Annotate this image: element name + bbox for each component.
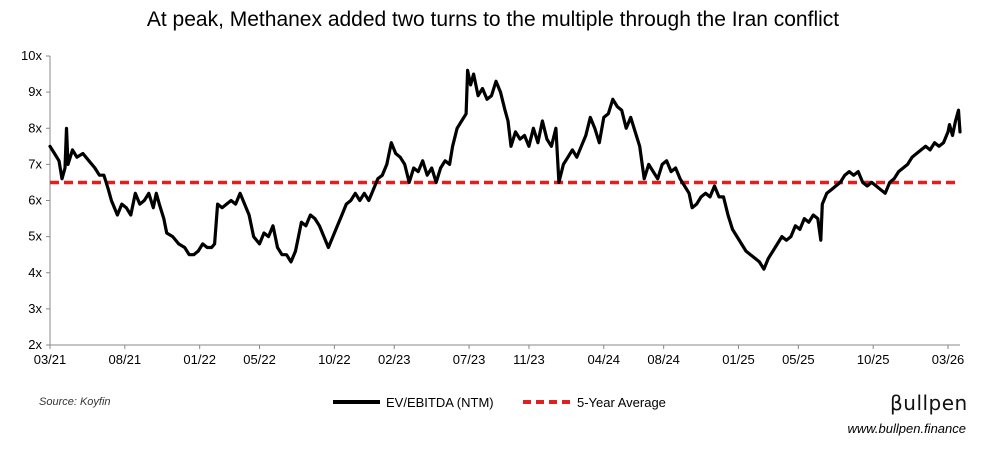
x-tick-label: 01/25 xyxy=(722,352,755,367)
y-axis: 2x 3x 4x 5x 6x 7x 8x 9x 10x xyxy=(21,48,51,352)
x-tick-label: 02/23 xyxy=(378,352,411,367)
y-tick-label: 3x xyxy=(28,301,42,316)
y-tick-label: 7x xyxy=(28,156,42,171)
source-note: Source: Koyfin xyxy=(39,396,111,408)
brand-logo: βullpen xyxy=(890,391,968,415)
series-line-ev-ebitda xyxy=(48,68,962,271)
chart-title: At peak, Methanex added two turns to the… xyxy=(147,8,839,31)
website-url: www.bullpen.finance xyxy=(847,421,966,436)
x-tick-label: 08/24 xyxy=(647,352,680,367)
x-tick-label: 03/21 xyxy=(34,352,67,367)
x-tick-label: 07/23 xyxy=(453,352,486,367)
y-tick-label: 10x xyxy=(21,48,42,63)
legend-label-ev-ebitda: EV/EBITDA (NTM) xyxy=(386,395,494,410)
y-tick-label: 2x xyxy=(28,337,42,352)
x-tick-label: 01/22 xyxy=(183,352,216,367)
x-tick-label: 11/23 xyxy=(513,352,545,367)
y-tick-label: 8x xyxy=(28,120,42,135)
x-tick-label: 05/25 xyxy=(782,352,815,367)
y-tick-label: 9x xyxy=(28,84,42,99)
x-tick-label: 10/25 xyxy=(857,352,890,367)
x-tick-label: 05/22 xyxy=(243,352,276,367)
x-tick-label: 10/22 xyxy=(318,352,351,367)
legend: EV/EBITDA (NTM) 5-Year Average xyxy=(333,395,666,410)
legend-label-5yr-average: 5-Year Average xyxy=(577,395,666,410)
x-tick-label: 08/21 xyxy=(109,352,142,367)
y-tick-label: 5x xyxy=(28,229,42,244)
x-tick-label: 04/24 xyxy=(588,352,621,367)
x-axis: 03/21 08/21 01/22 05/22 10/22 02/23 07/23 11/23… xyxy=(34,344,965,367)
y-tick-label: 6x xyxy=(28,193,42,208)
x-tick-label: 03/26 xyxy=(932,352,965,367)
y-tick-label: 4x xyxy=(28,265,42,280)
plot-area xyxy=(48,68,962,271)
